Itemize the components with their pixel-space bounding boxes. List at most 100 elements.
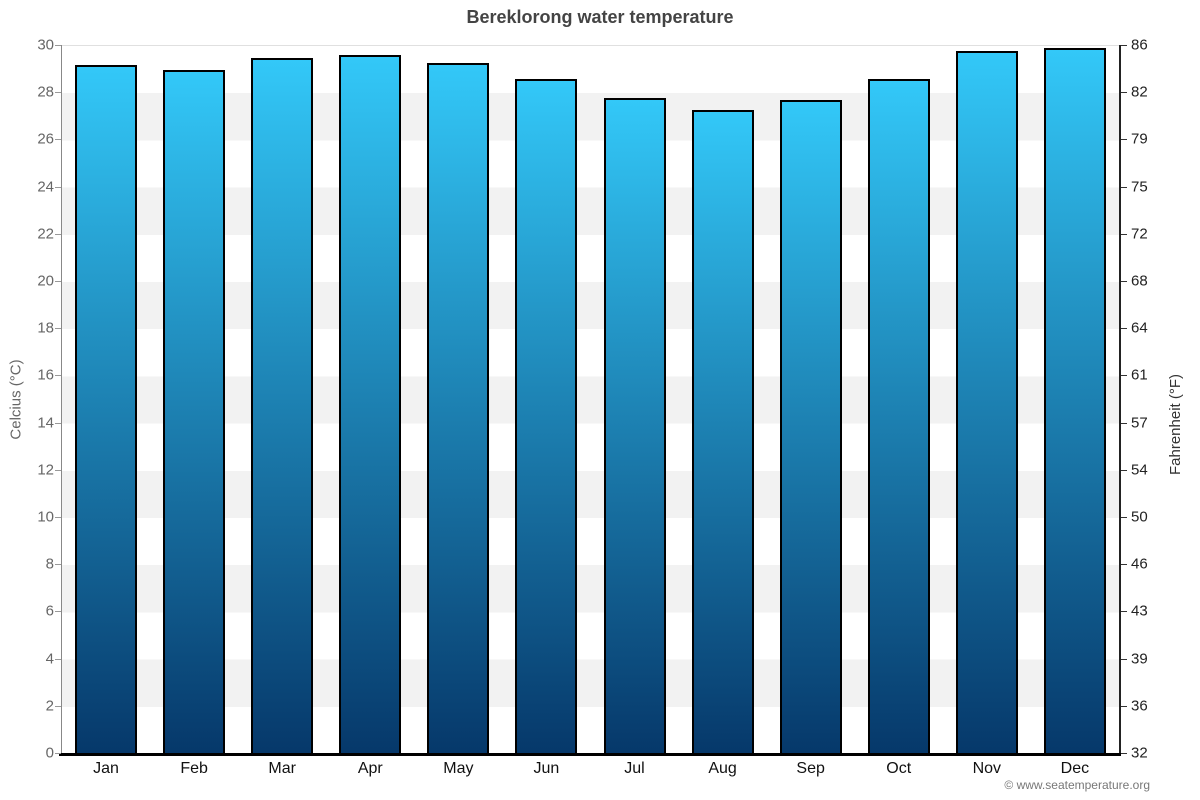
fahrenheit-tick-57: 57 bbox=[1131, 414, 1148, 432]
month-label-sep: Sep bbox=[796, 760, 825, 777]
month-label-jul: Jul bbox=[624, 760, 645, 777]
month-label-feb: Feb bbox=[180, 760, 208, 777]
fahrenheit-tick-64: 64 bbox=[1131, 319, 1148, 337]
celsius-tick-14: 14 bbox=[37, 414, 54, 432]
celsius-tick-mark bbox=[55, 375, 61, 377]
bar-jul bbox=[603, 97, 666, 754]
fahrenheit-tick-54: 54 bbox=[1131, 461, 1148, 479]
bar-slot-feb bbox=[150, 46, 238, 754]
plot-area bbox=[62, 45, 1119, 754]
fahrenheit-tick-mark bbox=[1121, 328, 1127, 330]
fahrenheit-tick-mark bbox=[1121, 139, 1127, 141]
month-label-may: May bbox=[443, 760, 474, 777]
celsius-tick-26: 26 bbox=[37, 130, 54, 148]
celsius-tick-24: 24 bbox=[37, 178, 54, 196]
month-label-aug: Aug bbox=[708, 760, 737, 777]
bar-slot-nov bbox=[943, 46, 1031, 754]
fahrenheit-tick-61: 61 bbox=[1131, 366, 1148, 384]
bar-slot-jul bbox=[590, 46, 678, 754]
month-label-oct: Oct bbox=[886, 760, 912, 777]
fahrenheit-tick-mark bbox=[1121, 422, 1127, 424]
fahrenheit-tick-72: 72 bbox=[1131, 225, 1148, 243]
bar-oct bbox=[867, 79, 930, 754]
celsius-tick-20: 20 bbox=[37, 272, 54, 290]
chart-title: Bereklorong water temperature bbox=[466, 7, 734, 27]
bar-slot-dec bbox=[1031, 46, 1119, 754]
celsius-tick-0: 0 bbox=[45, 744, 54, 762]
fahrenheit-tick-mark bbox=[1121, 611, 1127, 613]
fahrenheit-tick-46: 46 bbox=[1131, 555, 1148, 573]
celsius-tick-18: 18 bbox=[37, 319, 54, 337]
celsius-tick-mark bbox=[55, 753, 61, 754]
fahrenheit-tick-mark bbox=[1121, 564, 1127, 566]
fahrenheit-tick-32: 32 bbox=[1131, 744, 1148, 762]
celsius-tick-mark bbox=[55, 92, 61, 94]
celsius-tick-mark bbox=[55, 564, 61, 566]
celsius-tick-mark bbox=[55, 281, 61, 282]
bar-slot-jan bbox=[62, 46, 150, 754]
fahrenheit-tick-43: 43 bbox=[1131, 602, 1148, 620]
fahrenheit-tick-mark bbox=[1121, 753, 1127, 754]
celsius-tick-2: 2 bbox=[45, 697, 54, 715]
celsius-tick-8: 8 bbox=[45, 555, 54, 573]
bar-jan bbox=[75, 64, 138, 754]
fahrenheit-tick-50: 50 bbox=[1131, 508, 1148, 526]
bar-slot-may bbox=[414, 46, 502, 754]
celsius-tick-mark bbox=[55, 658, 61, 660]
bars-container bbox=[62, 46, 1119, 754]
month-label-jun: Jun bbox=[533, 760, 560, 777]
month-label-apr: Apr bbox=[357, 760, 383, 777]
copyright-text: © www.seatemperature.org bbox=[1004, 778, 1150, 792]
bar-may bbox=[427, 62, 490, 754]
fahrenheit-tick-mark bbox=[1121, 375, 1127, 377]
celsius-tick-mark bbox=[55, 328, 61, 330]
bar-apr bbox=[339, 55, 402, 754]
fahrenheit-tick-79: 79 bbox=[1131, 130, 1148, 148]
bar-slot-mar bbox=[238, 46, 326, 754]
celsius-tick-4: 4 bbox=[45, 650, 54, 668]
bar-slot-apr bbox=[326, 46, 414, 754]
fahrenheit-tick-mark bbox=[1121, 186, 1127, 188]
fahrenheit-tick-mark bbox=[1121, 469, 1127, 471]
bar-nov bbox=[955, 50, 1018, 754]
fahrenheit-tick-mark bbox=[1121, 233, 1127, 235]
celsius-axis-title: Celcius (°C) bbox=[7, 358, 25, 440]
celsius-axis-line bbox=[61, 45, 62, 756]
bar-aug bbox=[691, 109, 754, 754]
fahrenheit-tick-68: 68 bbox=[1131, 272, 1148, 290]
celsius-tick-10: 10 bbox=[37, 508, 54, 526]
fahrenheit-tick-75: 75 bbox=[1131, 178, 1148, 196]
celsius-tick-mark bbox=[55, 611, 61, 613]
celsius-tick-mark bbox=[55, 517, 61, 518]
fahrenheit-tick-mark bbox=[1121, 281, 1127, 282]
month-label-dec: Dec bbox=[1060, 760, 1090, 777]
fahrenheit-tick-86: 86 bbox=[1131, 36, 1148, 54]
fahrenheit-tick-39: 39 bbox=[1131, 650, 1148, 668]
x-axis-line bbox=[59, 753, 1121, 756]
celsius-tick-6: 6 bbox=[45, 602, 54, 620]
fahrenheit-tick-mark bbox=[1121, 45, 1127, 46]
bar-sep bbox=[779, 100, 842, 754]
fahrenheit-tick-mark bbox=[1121, 658, 1127, 660]
bar-mar bbox=[251, 57, 314, 754]
celsius-tick-mark bbox=[55, 233, 61, 235]
fahrenheit-tick-82: 82 bbox=[1131, 83, 1148, 101]
month-label-mar: Mar bbox=[268, 760, 296, 777]
fahrenheit-tick-mark bbox=[1121, 92, 1127, 94]
bar-slot-aug bbox=[679, 46, 767, 754]
celsius-tick-22: 22 bbox=[37, 225, 54, 243]
month-label-jan: Jan bbox=[93, 760, 119, 777]
fahrenheit-tick-mark bbox=[1121, 517, 1127, 518]
celsius-tick-mark bbox=[55, 422, 61, 424]
celsius-tick-30: 30 bbox=[37, 36, 54, 54]
celsius-tick-mark bbox=[55, 45, 61, 46]
bar-slot-oct bbox=[855, 46, 943, 754]
bar-dec bbox=[1043, 48, 1106, 754]
celsius-tick-12: 12 bbox=[37, 461, 54, 479]
celsius-tick-28: 28 bbox=[37, 83, 54, 101]
celsius-tick-mark bbox=[55, 139, 61, 141]
bar-slot-jun bbox=[502, 46, 590, 754]
bar-slot-sep bbox=[767, 46, 855, 754]
celsius-tick-16: 16 bbox=[37, 366, 54, 384]
